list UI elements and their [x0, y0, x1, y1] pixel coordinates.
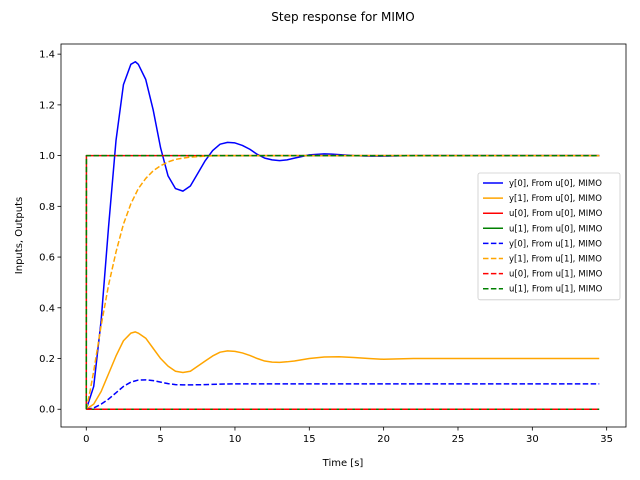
y-tick-label: 0.8 [39, 202, 55, 213]
x-tick-label: 15 [303, 434, 316, 445]
legend-entry-label: u[1], From u[1], MIMO [509, 285, 603, 295]
y-tick-label: 0.2 [39, 354, 55, 365]
x-tick-label: 20 [377, 434, 390, 445]
legend-entry-label: u[0], From u[1], MIMO [509, 270, 603, 280]
x-tick-label: 25 [452, 434, 465, 445]
x-tick-label: 10 [229, 434, 242, 445]
y-axis: 0.0 0.2 0.4 0.6 0.8 1.0 1.2 1.4 [39, 50, 61, 416]
x-tick-label: 0 [83, 434, 89, 445]
x-tick-label: 35 [600, 434, 613, 445]
chart-title: Step response for MIMO [271, 10, 414, 24]
y-tick-label: 1.0 [39, 151, 55, 162]
series-line-y-1-from-u-0-mimo [85, 331, 600, 410]
y-tick-label: 0.0 [39, 405, 55, 416]
legend-entry-label: y[0], From u[0], MIMO [509, 179, 602, 189]
legend-entry-label: u[0], From u[0], MIMO [509, 209, 603, 219]
series-line-u-1-from-u-1-mimo [85, 154, 600, 410]
x-tick-label: 30 [526, 434, 539, 445]
y-tick-label: 1.4 [39, 50, 55, 61]
legend-entry-label: u[1], From u[0], MIMO [509, 224, 603, 234]
y-axis-label: Inputs, Outputs [14, 197, 25, 274]
legend-entry-label: y[1], From u[1], MIMO [509, 255, 602, 265]
legend-entry-label: y[0], From u[1], MIMO [509, 239, 602, 249]
series-line-y-0-from-u-1-mimo [86, 379, 600, 410]
x-axis: 0 5 10 15 20 25 30 35 [83, 427, 613, 445]
plot-frame [60, 43, 627, 428]
legend-box [477, 172, 621, 301]
x-tick-label: 5 [157, 434, 163, 445]
series-layer [85, 61, 600, 410]
y-tick-label: 0.4 [39, 303, 55, 314]
series-line-y-1-from-u-1-mimo [85, 154, 600, 410]
x-axis-label: Time [s] [322, 458, 364, 469]
legend-entry-label: y[1], From u[0], MIMO [509, 194, 602, 204]
y-tick-label: 1.2 [39, 100, 55, 111]
y-tick-label: 0.6 [39, 253, 55, 264]
legend: y[0], From u[0], MIMO y[1], From u[0], MI… [477, 172, 621, 301]
